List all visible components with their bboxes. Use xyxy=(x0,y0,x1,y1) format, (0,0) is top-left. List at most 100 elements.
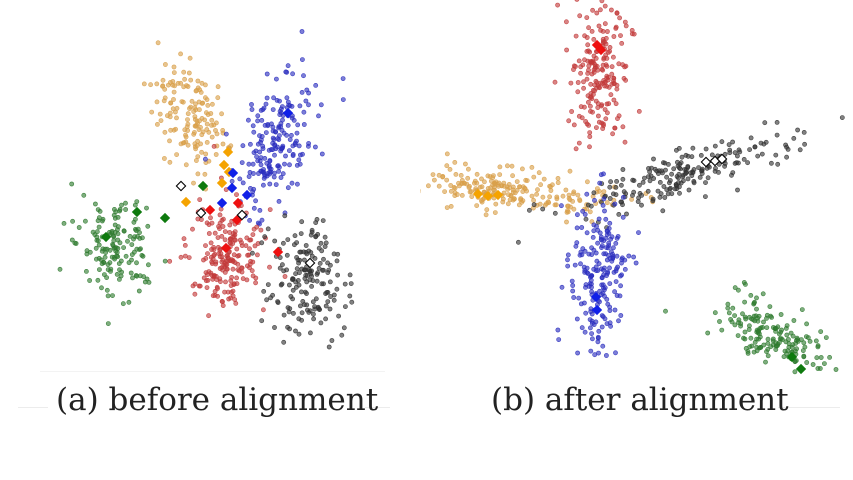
data-point xyxy=(233,300,239,306)
data-point xyxy=(603,235,609,241)
data-point xyxy=(201,275,207,281)
data-point xyxy=(591,228,597,234)
data-point xyxy=(740,311,745,317)
data-point xyxy=(591,266,597,272)
data-point xyxy=(633,260,639,266)
data-point xyxy=(779,337,785,343)
data-point xyxy=(204,220,210,226)
data-point xyxy=(618,33,623,38)
data-point xyxy=(505,163,510,169)
data-point xyxy=(458,172,464,178)
data-point xyxy=(259,217,265,223)
data-point xyxy=(220,267,225,273)
data-point xyxy=(228,283,234,288)
data-point xyxy=(629,27,635,33)
data-point xyxy=(735,333,741,338)
data-point xyxy=(215,293,220,299)
data-point xyxy=(603,116,609,122)
data-point xyxy=(145,223,151,229)
data-point xyxy=(276,168,281,174)
data-point xyxy=(752,144,758,150)
data-point xyxy=(118,258,124,264)
data-point xyxy=(678,160,684,166)
data-point xyxy=(524,178,530,183)
data-point xyxy=(609,64,615,70)
data-point xyxy=(669,191,675,197)
data-point xyxy=(712,143,718,149)
diamond-marker-red xyxy=(595,44,607,56)
scatter-plot-b xyxy=(420,0,845,375)
data-point xyxy=(607,281,613,286)
data-point xyxy=(271,174,277,180)
data-point xyxy=(566,195,572,201)
data-point xyxy=(564,47,569,53)
data-point xyxy=(430,172,436,177)
data-point xyxy=(774,132,780,138)
data-point xyxy=(765,336,771,342)
data-point xyxy=(301,302,307,307)
data-point xyxy=(214,284,220,290)
data-point xyxy=(271,95,276,101)
data-point xyxy=(823,335,829,340)
data-point xyxy=(72,240,78,246)
data-point xyxy=(578,104,584,110)
data-point xyxy=(709,152,715,158)
data-point xyxy=(762,120,768,126)
data-point xyxy=(334,258,340,264)
data-point xyxy=(252,243,258,249)
data-point xyxy=(781,354,787,360)
data-point xyxy=(123,253,129,259)
data-point xyxy=(209,101,215,107)
data-point xyxy=(107,260,113,266)
data-point xyxy=(827,354,832,360)
data-point xyxy=(341,325,347,331)
data-point xyxy=(287,137,293,142)
data-point xyxy=(585,58,591,64)
data-point xyxy=(196,99,202,105)
data-point xyxy=(612,201,618,207)
data-point xyxy=(248,237,254,243)
data-point xyxy=(509,163,515,169)
data-point xyxy=(178,80,184,86)
data-point xyxy=(219,111,224,117)
data-point xyxy=(319,248,325,254)
data-point xyxy=(69,181,75,187)
data-point xyxy=(768,160,774,166)
data-point xyxy=(690,170,696,175)
data-point xyxy=(703,180,708,185)
data-point xyxy=(250,123,256,129)
cluster-orange xyxy=(141,40,234,192)
data-point xyxy=(128,270,134,276)
data-point xyxy=(586,25,591,31)
data-point xyxy=(640,179,646,185)
data-point xyxy=(198,125,203,130)
data-point xyxy=(635,199,641,204)
data-point xyxy=(126,299,132,305)
data-point xyxy=(736,320,741,325)
data-point xyxy=(265,226,271,232)
data-point xyxy=(318,320,324,326)
data-point xyxy=(247,246,252,252)
data-point xyxy=(259,318,265,324)
data-point xyxy=(671,166,677,172)
data-point xyxy=(335,251,341,257)
data-point xyxy=(605,245,611,251)
data-point xyxy=(205,251,210,256)
data-point xyxy=(304,307,310,313)
data-point xyxy=(585,93,591,99)
data-point xyxy=(223,262,229,268)
data-point xyxy=(193,122,199,128)
data-point xyxy=(284,252,290,258)
data-point xyxy=(579,225,585,230)
data-point xyxy=(279,145,285,150)
data-point xyxy=(719,139,725,145)
data-point xyxy=(614,86,620,92)
data-point xyxy=(260,182,266,188)
data-point xyxy=(743,316,749,322)
data-point xyxy=(571,206,577,212)
data-point xyxy=(219,298,225,304)
data-point xyxy=(293,284,299,290)
data-point xyxy=(254,154,259,160)
data-point xyxy=(680,178,686,184)
data-point xyxy=(114,271,120,277)
